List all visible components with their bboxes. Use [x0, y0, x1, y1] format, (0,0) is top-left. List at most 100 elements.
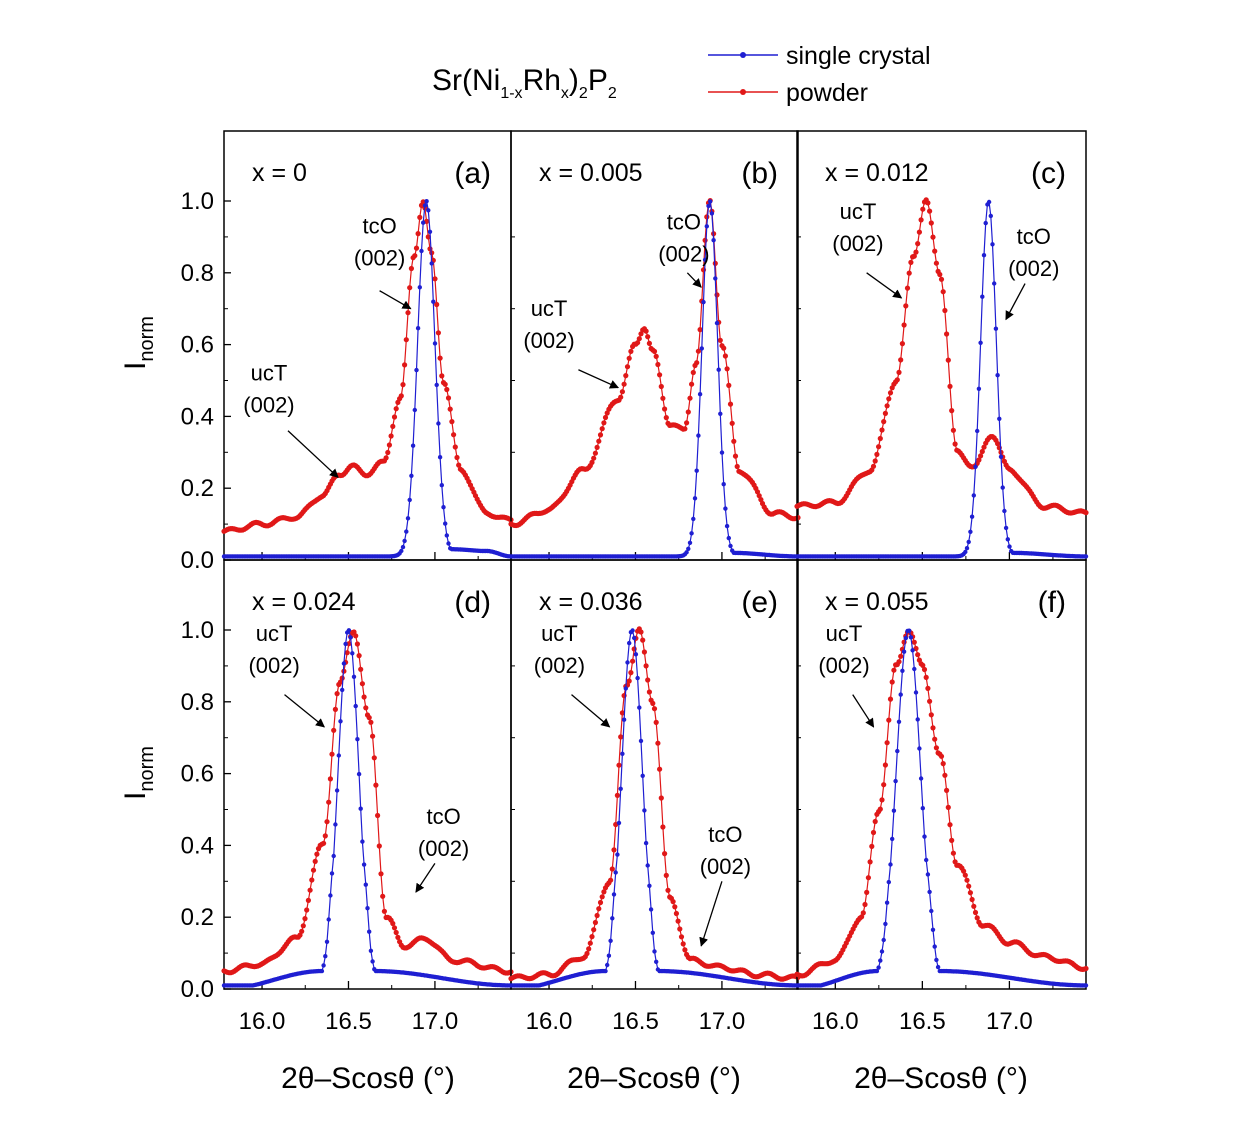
single-crystal-point	[402, 538, 407, 544]
single-crystal-point	[726, 535, 731, 541]
powder-point	[685, 409, 691, 415]
single-crystal-point	[917, 746, 922, 751]
annotation-label: tcO	[426, 804, 460, 829]
legend-label-powder: powder	[786, 79, 868, 107]
powder-point	[645, 677, 651, 683]
powder-point	[386, 442, 392, 448]
powder-point	[395, 934, 401, 941]
annotation-label: (002)	[418, 836, 469, 861]
single-crystal-point	[616, 820, 622, 826]
powder-point	[921, 666, 928, 673]
powder-point	[641, 649, 648, 655]
single-crystal-point	[1002, 508, 1007, 514]
powder-point	[795, 515, 801, 521]
powder-point	[623, 373, 629, 379]
single-crystal-point	[915, 717, 920, 722]
powder-point	[882, 762, 889, 768]
single-crystal-point	[426, 208, 431, 213]
annotation-arrow	[379, 290, 412, 310]
single-crystal-point	[993, 326, 999, 331]
powder-point	[300, 923, 306, 929]
powder-point	[601, 889, 607, 895]
composition-label: x = 0.055	[825, 588, 929, 616]
annotation-label: ucT	[531, 296, 568, 321]
powder-point	[678, 934, 685, 940]
powder-point	[449, 419, 455, 425]
powder-point	[408, 265, 414, 272]
powder-point	[407, 285, 413, 291]
powder-point	[380, 893, 386, 899]
single-crystal-point	[319, 968, 325, 974]
powder-point	[673, 910, 680, 917]
powder-point	[609, 866, 615, 872]
single-crystal-point	[903, 635, 908, 641]
powder-point	[339, 675, 345, 681]
powder-point	[938, 276, 945, 282]
powder-point	[901, 322, 907, 328]
powder-point	[920, 662, 926, 669]
annotation-label: tcO	[708, 822, 742, 847]
x-tick-label: 16.5	[325, 1008, 372, 1035]
legend-marker-single-crystal	[740, 52, 746, 58]
powder-point	[651, 348, 658, 354]
powder-point	[896, 369, 902, 375]
powder-point	[614, 792, 621, 799]
powder-point	[657, 372, 663, 378]
single-crystal-point	[1083, 983, 1089, 988]
annotation-label: (002)	[700, 854, 751, 879]
powder-point	[405, 310, 411, 316]
powder-point	[950, 427, 957, 433]
powder-point	[653, 719, 659, 726]
single-crystal-point	[404, 529, 409, 534]
powder-point	[758, 497, 764, 503]
single-crystal-point	[351, 674, 357, 679]
single-crystal-point	[922, 834, 927, 839]
single-crystal-point	[424, 199, 429, 204]
powder-point	[628, 670, 634, 676]
single-crystal-point	[648, 907, 654, 912]
annotation-label: (002)	[248, 653, 299, 678]
single-crystal-point	[721, 482, 726, 487]
powder-point	[626, 678, 632, 684]
single-crystal-point	[618, 786, 623, 791]
single-crystal-point	[633, 652, 639, 657]
single-crystal-point	[360, 839, 365, 844]
powder-point	[966, 883, 972, 889]
powder-point	[891, 667, 897, 673]
powder-point	[334, 691, 340, 697]
annotation-label: tcO	[362, 213, 396, 238]
single-crystal-point	[436, 421, 441, 426]
powder-point	[877, 806, 883, 812]
powder-point	[930, 234, 936, 240]
powder-point	[378, 871, 384, 877]
powder-point	[594, 444, 600, 450]
powder-point	[599, 894, 605, 900]
powder-point	[872, 818, 878, 825]
single-crystal-point	[620, 751, 625, 756]
single-crystal-point	[328, 893, 333, 898]
y-axis-label-top: Inorm	[119, 316, 158, 370]
powder-point	[589, 459, 595, 465]
powder-point	[670, 899, 676, 905]
single-crystal-line	[797, 630, 1086, 986]
single-crystal-point	[409, 473, 414, 478]
single-crystal-point	[611, 892, 617, 897]
powder-point	[591, 927, 597, 933]
powder-point	[697, 327, 703, 333]
panel-a: 0.0 0.2 0.4 0.6 0.8 1.0 x = 0 (a) tcO (002) ucT (00…	[181, 130, 514, 574]
powder-point	[608, 877, 614, 883]
powder-point	[359, 681, 365, 687]
single-crystal-point	[650, 930, 655, 935]
powder-point	[949, 408, 955, 414]
single-crystal-point	[697, 392, 703, 397]
single-crystal-point	[918, 776, 924, 781]
powder-point	[944, 787, 950, 794]
powder-point	[596, 906, 602, 912]
powder-point	[682, 426, 688, 432]
single-crystal-point	[323, 954, 328, 959]
powder-point	[754, 489, 761, 495]
single-crystal-point	[446, 541, 451, 546]
annotation-label: tcO	[667, 210, 701, 235]
powder-point	[940, 289, 946, 295]
